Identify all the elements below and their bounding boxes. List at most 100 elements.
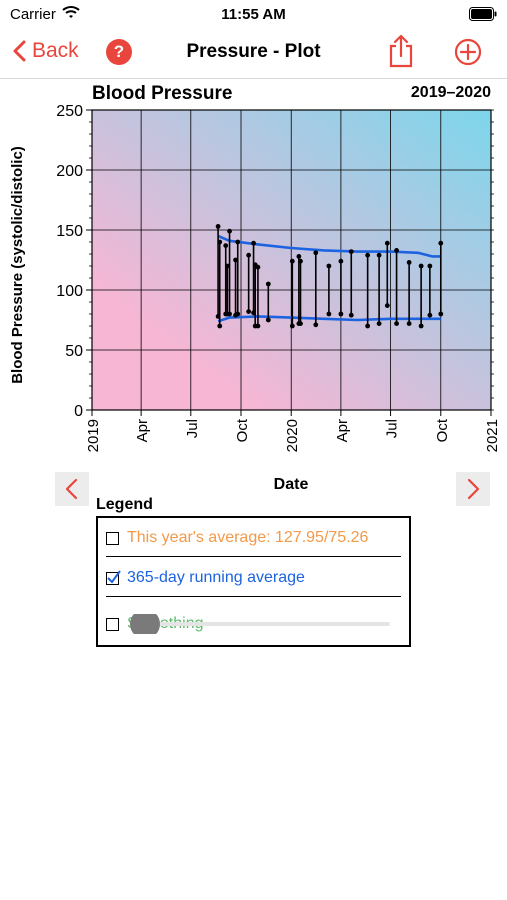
systolic-point (227, 228, 232, 234)
systolic-point (313, 250, 319, 256)
y-tick-label: 150 (56, 223, 83, 240)
diastolic-point (427, 312, 433, 318)
systolic-point (296, 254, 302, 259)
systolic-point (235, 239, 241, 245)
chart-title: Blood Pressure (92, 83, 232, 104)
chevron-left-icon (13, 40, 26, 62)
diastolic-point (418, 323, 424, 329)
running-average-label: 365-day running average (127, 569, 305, 586)
y-axis-label: Blood Pressure (systolic/distolic) (9, 146, 26, 384)
chart-date-range: 2019–2020 (411, 84, 491, 101)
legend-box: This year's average: 127.95/75.26 365-da… (96, 516, 411, 647)
systolic-point (348, 249, 354, 255)
diastolic-point (246, 309, 252, 314)
legend-item-yearly-average[interactable]: This year's average: 127.95/75.26 (106, 520, 401, 556)
back-button-label: Back (32, 39, 79, 62)
diastolic-point (384, 303, 390, 308)
share-icon (389, 34, 413, 68)
diastolic-point (406, 321, 412, 326)
smoothing-slider[interactable] (130, 609, 390, 639)
systolic-point (223, 243, 229, 249)
chevron-right-icon (467, 478, 480, 500)
navigation-bar: Back ? Pressure - Plot (0, 28, 507, 79)
x-tick-label: Oct (434, 418, 451, 442)
running-average-checkbox[interactable] (106, 569, 121, 585)
systolic-point (265, 281, 271, 287)
x-tick-label: Oct (234, 418, 251, 442)
systolic-point (427, 263, 433, 269)
diastolic-point (289, 323, 295, 329)
diastolic-point (438, 311, 444, 317)
status-bar: Carrier 11:55 AM (0, 0, 507, 28)
x-tick-label: Jul (184, 419, 201, 438)
next-period-button[interactable] (456, 472, 490, 506)
systolic-point (289, 258, 295, 264)
x-axis-ticks: 2019 Apr Jul Oct 2020 Apr Jul Oct 2021 (85, 410, 501, 452)
y-axis-ticks: 0 50 100 150 200 250 (56, 103, 92, 420)
diastolic-point (326, 311, 332, 317)
x-axis-label: Date (274, 476, 309, 493)
y-tick-label: 50 (65, 343, 83, 360)
systolic-point (298, 258, 303, 264)
legend-item-running-average[interactable]: 365-day running average (106, 560, 401, 596)
running-average-line (217, 234, 441, 258)
systolic-point (217, 239, 223, 245)
carrier-label: Carrier (10, 6, 56, 23)
diastolic-point (227, 311, 232, 317)
systolic-point (365, 252, 371, 258)
smoothing-checkbox[interactable] (106, 617, 119, 631)
systolic-point (394, 248, 399, 253)
x-tick-label: Apr (134, 419, 151, 442)
systolic-point (438, 240, 444, 246)
yearly-average-checkbox[interactable] (106, 531, 119, 545)
diastolic-point (235, 311, 241, 317)
diastolic-point (265, 317, 271, 323)
status-time: 11:55 AM (221, 6, 286, 23)
systolic-point (255, 264, 261, 270)
systolic-point (251, 240, 256, 246)
wifi-icon (62, 5, 80, 23)
diastolic-point (365, 323, 371, 329)
plus-circle-icon (454, 38, 482, 66)
chevron-left-icon (65, 478, 78, 500)
diastolic-point (298, 321, 303, 326)
y-tick-label: 250 (56, 103, 83, 120)
x-tick-label: Apr (334, 419, 351, 442)
diastolic-point (348, 312, 354, 318)
diastolic-point (255, 323, 261, 329)
blood-pressure-chart: Blood Pressure 2019–2020 0 50 100 150 200 250… (9, 83, 501, 493)
diastolic-point (394, 321, 399, 326)
checkmark-icon (107, 569, 121, 584)
x-tick-label: 2020 (284, 419, 301, 452)
yearly-average-label: This year's average: 127.95/75.26 (127, 529, 369, 546)
slider-thumb[interactable] (130, 609, 160, 639)
battery-icon (469, 7, 497, 25)
y-tick-label: 100 (56, 283, 83, 300)
readings (215, 224, 444, 329)
x-tick-label: Jul (384, 419, 401, 438)
systolic-point (338, 258, 344, 264)
add-button[interactable] (454, 38, 482, 71)
y-tick-label: 0 (74, 403, 83, 420)
systolic-point (246, 252, 252, 258)
help-button[interactable]: ? (106, 39, 132, 65)
systolic-point (224, 263, 230, 269)
systolic-point (418, 263, 424, 269)
page-title: Pressure - Plot (186, 41, 321, 62)
share-button[interactable] (388, 34, 414, 73)
back-button[interactable]: Back (12, 39, 79, 63)
systolic-point (384, 240, 390, 246)
systolic-point (233, 257, 238, 263)
diastolic-point (376, 321, 382, 326)
systolic-point (215, 224, 221, 229)
previous-period-button[interactable] (55, 472, 89, 506)
diastolic-point (313, 322, 319, 328)
x-tick-label: 2019 (85, 419, 102, 452)
diastolic-point (217, 323, 223, 329)
x-tick-label: 2021 (484, 419, 501, 452)
systolic-point (406, 260, 412, 265)
systolic-point (376, 252, 382, 258)
y-tick-label: 200 (56, 163, 83, 180)
plot-frame (91, 109, 492, 411)
legend-title: Legend (96, 496, 153, 513)
